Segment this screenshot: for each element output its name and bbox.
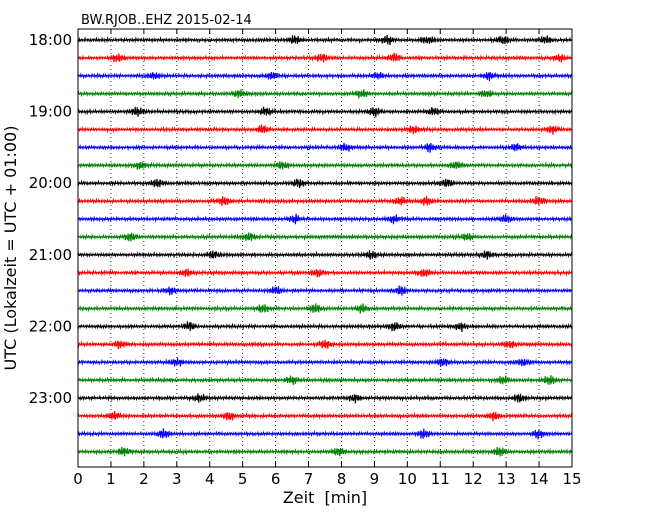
seismogram-trace xyxy=(77,178,573,189)
y-axis-label: UTC (Lokalzeit = UTC + 01:00) xyxy=(1,126,20,371)
seismogram-trace xyxy=(77,34,573,46)
y-tick-label: 22:00 xyxy=(29,317,72,335)
x-tick-label: 15 xyxy=(562,470,581,488)
seismogram-trace xyxy=(77,285,573,296)
x-tick-label: 14 xyxy=(530,470,549,488)
x-tick-label: 1 xyxy=(106,470,116,488)
seismogram-traces xyxy=(77,34,573,457)
y-tick-label: 20:00 xyxy=(29,174,72,192)
seismogram-trace xyxy=(77,375,573,386)
x-tick-label: 11 xyxy=(431,470,450,488)
chart-title: BW.RJOB..EHZ 2015-02-14 xyxy=(81,13,252,28)
x-tick-label: 6 xyxy=(271,470,281,488)
seismogram-trace xyxy=(77,393,573,404)
seismogram-trace xyxy=(77,232,573,242)
seismogram-trace xyxy=(77,89,573,99)
seismogram-trace xyxy=(77,106,573,118)
seismogram-trace xyxy=(77,268,573,278)
x-tick-label: 10 xyxy=(398,470,417,488)
y-tick-label: 23:00 xyxy=(29,389,72,407)
seismogram-trace xyxy=(77,446,573,457)
x-tick-label: 0 xyxy=(73,470,83,488)
plot-frame xyxy=(77,28,573,468)
x-tick-label: 13 xyxy=(497,470,516,488)
x-tick-label: 3 xyxy=(172,470,182,488)
x-tick-label: 7 xyxy=(304,470,314,488)
x-axis-ticks: 0 1 2 3 4 5 6 7 8 9 10 11 12 13 14 15 xyxy=(73,29,582,488)
seismogram-trace xyxy=(77,142,573,153)
seismogram-trace xyxy=(77,213,573,225)
x-tick-label: 12 xyxy=(464,470,483,488)
x-tick-label: 2 xyxy=(139,470,149,488)
x-axis-label: Zeit [min] xyxy=(283,488,367,507)
x-tick-label: 4 xyxy=(205,470,215,488)
seismogram-trace xyxy=(77,52,573,63)
seismogram-trace xyxy=(77,410,573,422)
x-tick-label: 8 xyxy=(337,470,347,488)
seismogram-trace xyxy=(77,303,573,314)
seismogram-trace xyxy=(77,357,573,368)
seismogram-trace xyxy=(77,161,573,170)
x-tick-label: 5 xyxy=(238,470,248,488)
seismogram-trace xyxy=(77,195,573,206)
seismogram-trace xyxy=(77,428,573,440)
seismogram-trace xyxy=(77,71,573,82)
seismogram-trace xyxy=(77,321,573,333)
y-axis-ticks: 18:00 19:00 20:00 21:00 22:00 23:00 xyxy=(29,31,572,407)
y-tick-label: 18:00 xyxy=(29,31,72,49)
seismogram-trace xyxy=(77,339,573,350)
y-tick-label: 21:00 xyxy=(29,246,72,264)
x-tick-label: 9 xyxy=(370,470,380,488)
seismogram-trace xyxy=(77,124,573,135)
y-tick-label: 19:00 xyxy=(29,103,72,121)
seismogram-trace xyxy=(77,250,573,260)
